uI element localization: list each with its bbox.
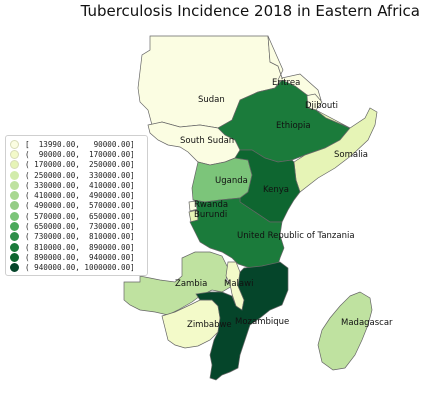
legend-label: [ 13990.00, 90000.00]: [25, 139, 135, 149]
country-mozambique: [195, 261, 289, 381]
legend-item: ( 330000.00, 410000.00]: [10, 180, 143, 190]
country-madagascar: [317, 291, 373, 371]
legend-item: [ 13990.00, 90000.00]: [10, 139, 143, 149]
label-sudan: Sudan: [198, 95, 225, 105]
label-burundi: Burundi: [194, 210, 227, 220]
map-title: Tuberculosis Incidence 2018 in Eastern A…: [80, 2, 420, 20]
label-eritrea: Eritrea: [272, 78, 300, 88]
label-zimbabwe: Zimbabwe: [187, 320, 232, 330]
legend-item: ( 810000.00, 890000.00]: [10, 242, 143, 252]
country-eritrea: [267, 35, 322, 101]
label-south-sudan: South Sudan: [180, 136, 234, 146]
legend-item: ( 570000.00, 650000.00]: [10, 211, 143, 221]
legend-item: ( 890000.00, 940000.00]: [10, 252, 143, 262]
legend-label: ( 170000.00, 250000.00]: [25, 160, 135, 170]
legend-swatch: [10, 211, 19, 221]
legend-swatch: [10, 201, 19, 211]
legend-swatch: [10, 263, 19, 273]
legend-item: ( 730000.00, 810000.00]: [10, 232, 143, 242]
legend-label: ( 730000.00, 810000.00]: [25, 232, 135, 242]
legend-swatch: [10, 170, 19, 180]
legend-label: ( 810000.00, 890000.00]: [25, 242, 135, 252]
label-rwanda: Rwanda: [194, 200, 228, 210]
legend-swatch: [10, 252, 19, 262]
legend-label: ( 250000.00, 330000.00]: [25, 170, 135, 180]
legend: [ 13990.00, 90000.00]( 90000.00, 170000.…: [5, 135, 148, 276]
legend-label: ( 490000.00, 570000.00]: [25, 201, 135, 211]
label-somalia: Somalia: [334, 150, 368, 160]
label-madagascar: Madagascar: [341, 318, 393, 328]
legend-swatch: [10, 242, 19, 252]
legend-item: ( 410000.00, 490000.00]: [10, 190, 143, 201]
legend-item: ( 650000.00, 730000.00]: [10, 221, 143, 232]
label-ethiopia: Ethiopia: [276, 121, 311, 131]
label-malawi: Malawi: [224, 279, 253, 289]
country-somalia: [293, 107, 378, 193]
label-djibouti: Djibouti: [305, 101, 338, 111]
legend-swatch: [10, 160, 19, 170]
legend-item: ( 940000.00, 1000000.00]: [10, 263, 143, 273]
legend-label: ( 90000.00, 170000.00]: [25, 149, 135, 159]
legend-swatch: [10, 180, 19, 190]
legend-swatch: [10, 232, 19, 242]
legend-label: ( 410000.00, 490000.00]: [25, 191, 135, 201]
legend-swatch: [10, 222, 19, 232]
legend-item: ( 250000.00, 330000.00]: [10, 170, 143, 180]
label-zambia: Zambia: [175, 279, 207, 289]
legend-item: ( 490000.00, 570000.00]: [10, 201, 143, 211]
legend-label: ( 940000.00, 1000000.00]: [25, 263, 135, 273]
legend-label: ( 570000.00, 650000.00]: [25, 211, 135, 221]
legend-label: ( 650000.00, 730000.00]: [25, 222, 135, 232]
legend-swatch: [10, 149, 19, 159]
label-mozambique: Mozambique: [235, 317, 289, 327]
legend-label: ( 330000.00, 410000.00]: [25, 180, 135, 190]
legend-item: ( 170000.00, 250000.00]: [10, 160, 143, 170]
label-tanzania: United Republic of Tanzania: [237, 231, 355, 241]
legend-swatch: [10, 139, 19, 149]
country-kenya: [234, 149, 301, 223]
legend-label: ( 890000.00, 940000.00]: [25, 252, 135, 262]
legend-item: ( 90000.00, 170000.00]: [10, 149, 143, 159]
legend-swatch: [10, 191, 19, 201]
label-uganda: Uganda: [215, 176, 248, 186]
label-kenya: Kenya: [263, 185, 289, 195]
